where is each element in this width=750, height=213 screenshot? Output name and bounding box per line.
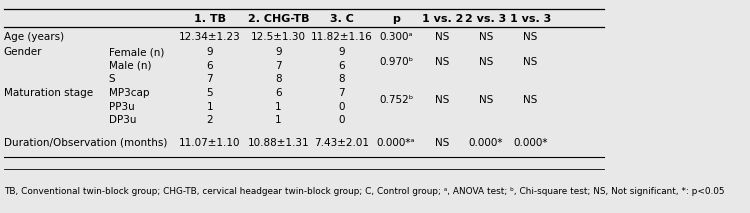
Text: 1. TB: 1. TB — [194, 14, 226, 24]
Text: 7: 7 — [206, 74, 213, 84]
Text: 10.88±1.31: 10.88±1.31 — [248, 138, 309, 148]
Text: 0.000*: 0.000* — [469, 138, 503, 148]
Text: S: S — [109, 74, 115, 84]
Text: 2: 2 — [206, 115, 213, 125]
Text: TB, Conventional twin-block group; CHG-TB, cervical headgear twin-block group; C: TB, Conventional twin-block group; CHG-T… — [4, 187, 724, 196]
Text: 12.34±1.23: 12.34±1.23 — [179, 32, 241, 42]
Text: 6: 6 — [206, 61, 213, 71]
Text: 6: 6 — [338, 61, 345, 71]
Text: Maturation stage: Maturation stage — [4, 88, 93, 98]
Text: 9: 9 — [275, 47, 282, 57]
Text: 0.300ᵃ: 0.300ᵃ — [380, 32, 412, 42]
Text: NS: NS — [478, 32, 493, 42]
Text: PP3u: PP3u — [109, 102, 134, 112]
Text: 3. C: 3. C — [329, 14, 353, 24]
Text: 7: 7 — [338, 88, 345, 98]
Text: 9: 9 — [206, 47, 213, 57]
Text: 0.970ᵇ: 0.970ᵇ — [379, 57, 413, 67]
Text: 8: 8 — [338, 74, 345, 84]
Text: Duration/Observation (months): Duration/Observation (months) — [4, 138, 167, 148]
Text: NS: NS — [523, 32, 537, 42]
Text: Male (n): Male (n) — [109, 61, 152, 71]
Text: NS: NS — [435, 95, 449, 105]
Text: NS: NS — [478, 95, 493, 105]
Text: 1: 1 — [275, 115, 282, 125]
Text: 0.752ᵇ: 0.752ᵇ — [379, 95, 413, 105]
Text: 2 vs. 3: 2 vs. 3 — [465, 14, 506, 24]
Text: 2. CHG-TB: 2. CHG-TB — [248, 14, 309, 24]
Text: 5: 5 — [206, 88, 213, 98]
Text: 12.5±1.30: 12.5±1.30 — [251, 32, 306, 42]
Text: 1: 1 — [275, 102, 282, 112]
Text: 11.07±1.10: 11.07±1.10 — [179, 138, 241, 148]
Text: 0.000*: 0.000* — [513, 138, 548, 148]
Text: p: p — [392, 14, 400, 24]
Text: NS: NS — [435, 32, 449, 42]
Text: 9: 9 — [338, 47, 345, 57]
Text: 0.000*ᵃ: 0.000*ᵃ — [376, 138, 416, 148]
Text: NS: NS — [523, 95, 537, 105]
Text: NS: NS — [523, 57, 537, 67]
Text: NS: NS — [435, 138, 449, 148]
Text: 0: 0 — [338, 115, 345, 125]
Text: 11.82±1.16: 11.82±1.16 — [310, 32, 373, 42]
Text: 8: 8 — [275, 74, 282, 84]
Text: DP3u: DP3u — [109, 115, 136, 125]
Text: 7.43±2.01: 7.43±2.01 — [314, 138, 369, 148]
Text: Female (n): Female (n) — [109, 47, 164, 57]
Text: 7: 7 — [275, 61, 282, 71]
Text: 1 vs. 3: 1 vs. 3 — [509, 14, 550, 24]
Text: Gender: Gender — [4, 47, 42, 57]
Text: NS: NS — [478, 57, 493, 67]
Text: 1 vs. 2: 1 vs. 2 — [422, 14, 463, 24]
Text: 0: 0 — [338, 102, 345, 112]
Text: MP3cap: MP3cap — [109, 88, 149, 98]
Text: 1: 1 — [206, 102, 213, 112]
Text: 6: 6 — [275, 88, 282, 98]
Text: NS: NS — [435, 57, 449, 67]
Text: Age (years): Age (years) — [4, 32, 64, 42]
